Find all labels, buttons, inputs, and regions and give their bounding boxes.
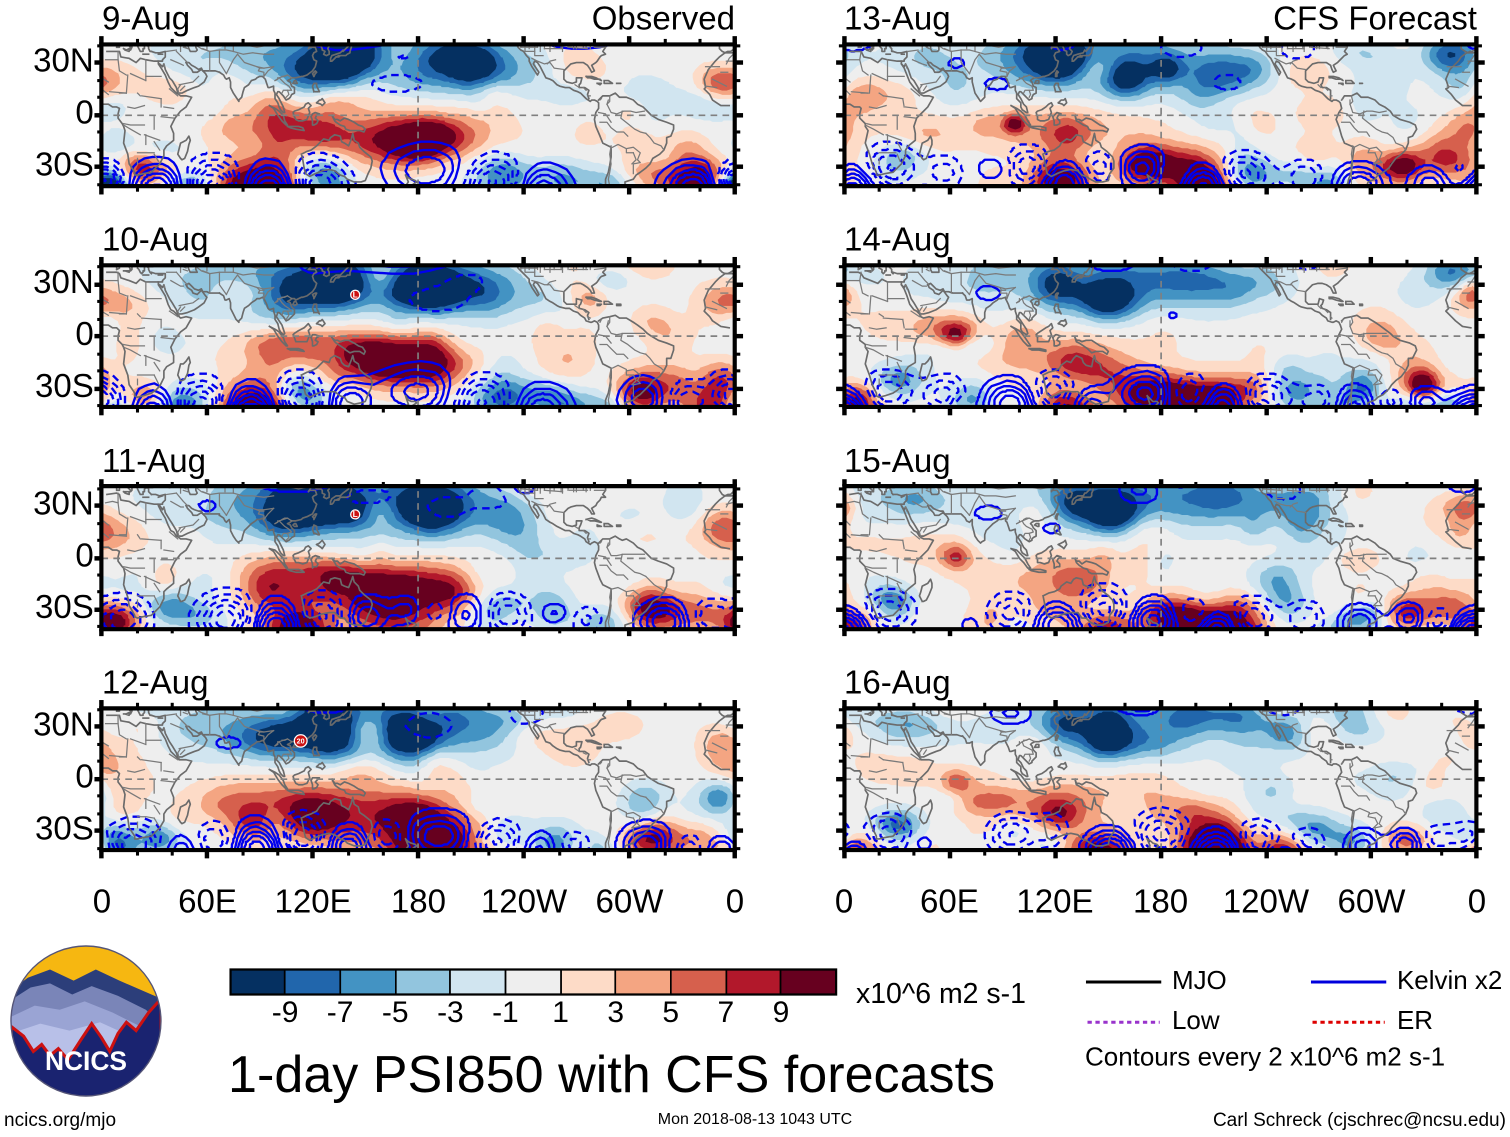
svg-text:180: 180: [391, 883, 446, 920]
svg-text:120E: 120E: [1016, 883, 1093, 920]
svg-text:30N: 30N: [33, 43, 94, 80]
svg-text:-9: -9: [272, 996, 299, 1029]
svg-text:0: 0: [726, 883, 744, 920]
svg-text:7: 7: [717, 996, 734, 1029]
svg-text:MJO: MJO: [1172, 965, 1227, 995]
svg-text:30S: 30S: [35, 589, 94, 626]
svg-text:CFS Forecast: CFS Forecast: [1273, 0, 1477, 37]
svg-text:0: 0: [75, 537, 93, 574]
svg-text:Kelvin x2: Kelvin x2: [1397, 965, 1502, 995]
svg-text:60W: 60W: [1338, 883, 1407, 920]
svg-text:60W: 60W: [595, 883, 664, 920]
svg-text:30S: 30S: [35, 810, 94, 847]
svg-text:30N: 30N: [33, 485, 94, 522]
svg-text:60E: 60E: [920, 883, 979, 920]
svg-text:Mon 2018-08-13 1043 UTC: Mon 2018-08-13 1043 UTC: [658, 1111, 852, 1128]
svg-text:L: L: [353, 509, 358, 519]
svg-text:0: 0: [75, 95, 93, 132]
svg-text:-5: -5: [382, 996, 409, 1029]
svg-text:10-Aug: 10-Aug: [102, 222, 209, 259]
svg-text:30S: 30S: [35, 368, 94, 405]
svg-text:9-Aug: 9-Aug: [102, 0, 190, 37]
svg-text:15-Aug: 15-Aug: [844, 443, 951, 480]
svg-text:14-Aug: 14-Aug: [844, 222, 951, 259]
svg-text:Carl Schreck (cjschrec@ncsu.ed: Carl Schreck (cjschrec@ncsu.edu): [1213, 1110, 1506, 1131]
svg-text:120W: 120W: [1223, 883, 1310, 920]
svg-text:Observed: Observed: [592, 0, 735, 37]
svg-text:9: 9: [773, 996, 790, 1029]
svg-text:0: 0: [75, 316, 93, 353]
svg-text:13-Aug: 13-Aug: [844, 0, 951, 37]
svg-text:120W: 120W: [481, 883, 568, 920]
svg-text:Low: Low: [1172, 1005, 1220, 1035]
svg-text:5: 5: [662, 996, 679, 1029]
svg-text:0: 0: [75, 759, 93, 796]
svg-text:0: 0: [93, 883, 111, 920]
svg-text:ER: ER: [1397, 1005, 1433, 1035]
svg-text:3: 3: [607, 996, 624, 1029]
svg-text:30N: 30N: [33, 264, 94, 301]
svg-text:0: 0: [1468, 883, 1486, 920]
svg-text:30N: 30N: [33, 707, 94, 744]
svg-text:60E: 60E: [178, 883, 237, 920]
svg-text:16-Aug: 16-Aug: [844, 664, 951, 701]
svg-text:ncics.org/mjo: ncics.org/mjo: [4, 1110, 116, 1131]
svg-text:-1: -1: [492, 996, 519, 1029]
svg-text:11-Aug: 11-Aug: [102, 443, 206, 480]
svg-text:Contours every 2 x10^6 m2 s-1: Contours every 2 x10^6 m2 s-1: [1085, 1042, 1445, 1072]
svg-text:1: 1: [552, 996, 569, 1029]
svg-text:1-day PSI850 with CFS forecast: 1-day PSI850 with CFS forecasts: [228, 1046, 995, 1104]
svg-text:0: 0: [835, 883, 853, 920]
svg-text:180: 180: [1133, 883, 1188, 920]
svg-text:30S: 30S: [35, 147, 94, 184]
svg-text:x10^6 m2 s-1: x10^6 m2 s-1: [856, 978, 1026, 1010]
svg-text:-3: -3: [437, 996, 464, 1029]
svg-text:-7: -7: [327, 996, 354, 1029]
svg-text:L: L: [353, 289, 358, 299]
svg-text:NCICS: NCICS: [45, 1046, 127, 1076]
svg-text:12-Aug: 12-Aug: [102, 664, 209, 701]
svg-text:20: 20: [297, 736, 305, 745]
svg-text:120E: 120E: [274, 883, 351, 920]
